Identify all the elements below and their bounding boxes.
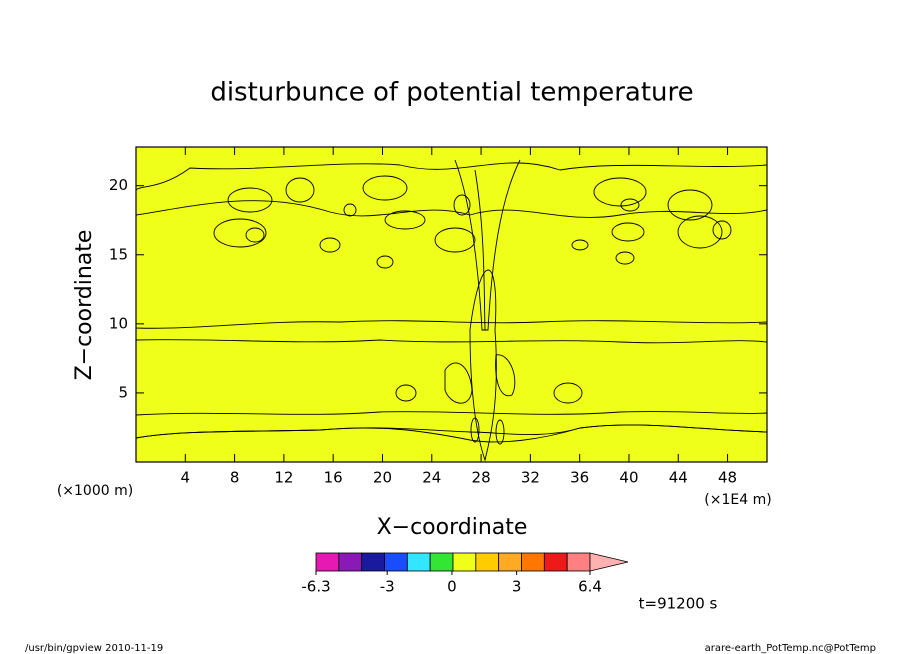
x-tick-label: 32	[521, 469, 540, 487]
colorbar-swatch	[429, 552, 454, 572]
colorbar-swatch	[338, 552, 363, 572]
colorbar-swatch	[566, 552, 591, 572]
x-tick-label: 40	[619, 469, 638, 487]
y-unit: (×1000 m)	[57, 483, 133, 499]
x-tick-label: 20	[373, 469, 392, 487]
plot-frame	[135, 146, 768, 463]
footer-right: arare-earth_PotTemp.nc@PotTemp	[705, 643, 876, 654]
colorbar-swatch	[406, 552, 431, 572]
colorbar-swatch	[452, 552, 477, 572]
y-axis-label: Z−coordinate	[72, 230, 97, 381]
contour-field	[136, 147, 767, 462]
time-annotation: t=91200 s	[639, 595, 718, 613]
colorbar-tick-label: 3	[512, 578, 522, 596]
colorbar-tick-label: 0	[447, 578, 457, 596]
colorbar-arrow	[589, 552, 629, 572]
colorbar-swatch	[315, 552, 340, 572]
colorbar-swatch	[361, 552, 385, 572]
colorbar-tick-label: -6.3	[301, 578, 330, 596]
x-tick-label: 48	[718, 469, 737, 487]
colorbar-swatch	[384, 552, 408, 572]
x-tick-label: 44	[669, 469, 688, 487]
x-tick-label: 36	[570, 469, 589, 487]
colorbar-swatch	[521, 552, 545, 572]
y-tick-label: 20	[109, 176, 128, 194]
colorbar-tick-label: -3	[380, 578, 395, 596]
x-unit: (×1E4 m)	[704, 492, 771, 508]
x-tick-label: 28	[472, 469, 491, 487]
y-tick-label: 5	[118, 383, 128, 401]
x-tick-label: 24	[422, 469, 441, 487]
x-tick-label: 12	[274, 469, 293, 487]
footer-left: /usr/bin/gpview 2010-11-19	[25, 643, 163, 654]
colorbar-swatch	[498, 552, 522, 572]
y-tick-label: 15	[109, 245, 128, 263]
colorbar-swatch	[543, 552, 568, 572]
x-tick-label: 8	[230, 469, 240, 487]
x-tick-label: 16	[324, 469, 343, 487]
colorbar-swatch	[475, 552, 500, 572]
x-axis-label: X−coordinate	[377, 515, 528, 540]
x-tick-label: 4	[181, 469, 191, 487]
chart-title: disturbunce of potential temperature	[210, 78, 693, 108]
colorbar-tick-label: 6.4	[578, 578, 602, 596]
y-tick-label: 10	[109, 314, 128, 332]
